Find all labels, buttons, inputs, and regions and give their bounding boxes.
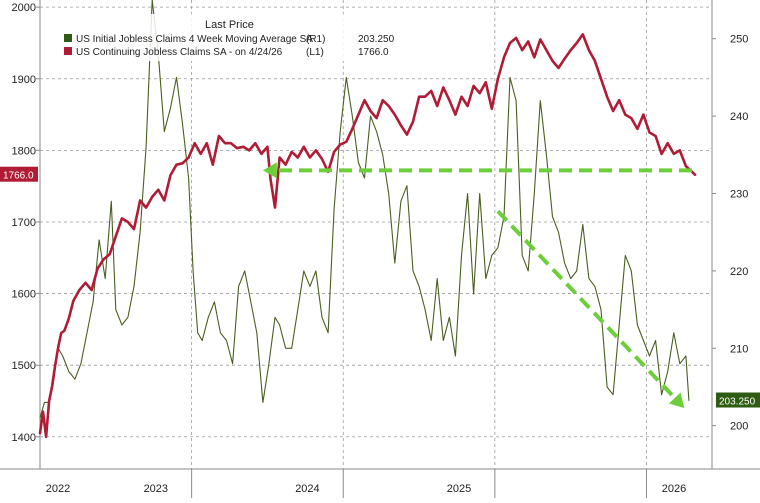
series-lines [38, 0, 697, 439]
x-tick-label: 2022 [46, 483, 70, 495]
axes [0, 0, 760, 470]
legend-axis-initial-claims: (R1) [306, 34, 325, 45]
last-price-badge-left-box [0, 166, 38, 182]
x-tick-label: 2025 [447, 483, 471, 495]
x-tick-label: 2024 [295, 483, 319, 495]
right-tick-label: 230 [730, 188, 748, 200]
last-price-badge-left-text: 1766.0 [3, 171, 34, 182]
right-tick-label: 210 [730, 343, 748, 355]
last-price-badge-right-box [716, 392, 760, 408]
last-price-badge-left: 1766.0 [0, 166, 38, 182]
left-tick-label: 2000 [12, 2, 36, 14]
left-tick-label: 1900 [12, 74, 36, 86]
right-tick-label: 220 [730, 266, 748, 278]
left-tick-label: 1800 [12, 145, 36, 157]
legend-header: Last Price [205, 19, 254, 31]
legend-label-continuing-claims: US Continuing Jobless Claims SA - on 4/2… [76, 47, 283, 58]
right-tick-label: 240 [730, 111, 748, 123]
x-tick-label: 2023 [144, 483, 168, 495]
legend-value-continuing-claims: 1766.0 [358, 47, 389, 58]
last-price-badge-right: 203.250 [716, 392, 760, 408]
left-tick-label: 1500 [12, 360, 36, 372]
legend-axis-continuing-claims: (L1) [306, 47, 324, 58]
left-tick-label: 1700 [12, 217, 36, 229]
trend-arrow-head [668, 392, 685, 409]
legend-swatch-continuing-claims [64, 47, 72, 55]
left-tick-label: 1600 [12, 289, 36, 301]
left-tick-label: 1400 [12, 432, 36, 444]
last-price-badge-right-text: 203.250 [719, 397, 756, 408]
legend: Last Price US Initial Jobless Claims 4 W… [58, 14, 404, 61]
continuing-claims-line [38, 33, 697, 439]
legend-value-initial-claims: 203.250 [358, 34, 395, 45]
trend-arrows [262, 162, 692, 409]
trend-arrow-shaft [496, 209, 677, 400]
right-axis-ticks: 200 210 220 230 240 250 [712, 34, 748, 433]
legend-label-initial-claims: US Initial Jobless Claims 4 Week Moving … [76, 34, 313, 45]
legend-swatch-initial-claims [64, 34, 72, 42]
legend-background [58, 14, 404, 61]
right-tick-label: 250 [730, 34, 748, 46]
trend-arrow-head [262, 162, 277, 179]
x-axis-ticks: 2022 2023 2024 2025 2026 [46, 469, 686, 498]
right-tick-label: 200 [730, 421, 748, 433]
left-axis-ticks: 1400 1500 1600 1700 1800 1900 2000 [12, 2, 40, 444]
x-tick-label: 2026 [662, 483, 686, 495]
